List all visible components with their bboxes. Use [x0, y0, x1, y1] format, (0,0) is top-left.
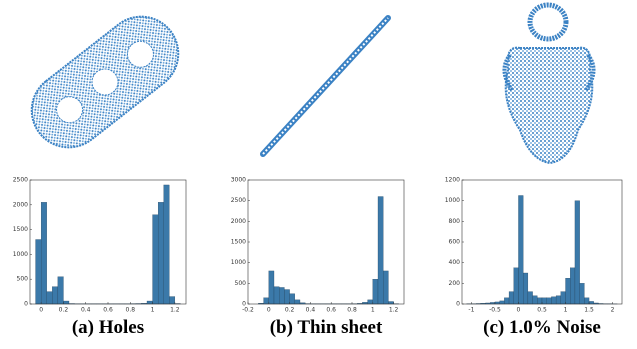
point-cloud-holes [17, 2, 193, 163]
bar [570, 268, 575, 304]
y-tick-label: 1000 [231, 259, 246, 266]
x-tick-label: 0.8 [347, 307, 357, 314]
y-tick-label: 1200 [445, 177, 460, 184]
x-tick-label: 0 [517, 307, 521, 314]
bar [537, 298, 542, 304]
bar [495, 302, 500, 304]
bar [373, 279, 378, 304]
x-tick-label: 0.8 [126, 307, 136, 314]
x-tick-label: 0.4 [306, 307, 316, 314]
bar [533, 296, 538, 304]
caption: (c) 1.0% Noise [483, 317, 601, 338]
x-tick-label: -1 [468, 307, 474, 314]
y-tick-label: 200 [449, 280, 461, 287]
x-tick-label: -0.2 [242, 307, 254, 314]
bar [580, 283, 585, 304]
bar [556, 296, 561, 304]
y-tick-label: 600 [449, 239, 461, 246]
x-tick-label: -0.5 [489, 307, 501, 314]
y-tick-label: 2000 [231, 218, 246, 225]
y-tick-label: 800 [449, 218, 461, 225]
bar [523, 273, 528, 304]
bar [589, 301, 594, 304]
bar [58, 277, 64, 304]
x-tick-label: 0.2 [285, 307, 295, 314]
x-tick-label: 0 [267, 307, 271, 314]
y-tick-label: 2500 [13, 177, 28, 184]
y-tick-label: 2500 [231, 197, 246, 204]
bar [504, 298, 509, 304]
y-tick-label: 0 [456, 301, 460, 308]
x-tick-label: 0 [39, 307, 43, 314]
bar [274, 287, 279, 304]
y-tick-label: 1500 [13, 226, 28, 233]
bar [36, 240, 42, 304]
bar [147, 301, 153, 304]
bar [528, 292, 533, 304]
bar [269, 271, 274, 304]
x-tick-label: 0.6 [103, 307, 113, 314]
bar [368, 300, 373, 304]
x-tick-label: 0.5 [537, 307, 547, 314]
bar [514, 268, 519, 304]
bar [383, 271, 388, 304]
bar [575, 201, 580, 304]
bar [378, 197, 383, 304]
y-tick-label: 1500 [231, 239, 246, 246]
x-tick-label: 1.5 [584, 307, 594, 314]
caption: (a) Holes [72, 317, 144, 338]
caption: (b) Thin sheet [270, 317, 383, 338]
y-tick-label: 500 [235, 280, 247, 287]
y-tick-label: 0 [24, 301, 28, 308]
bar [547, 298, 552, 304]
bar [52, 287, 58, 304]
axes-box [462, 180, 622, 304]
y-tick-label: 3000 [231, 177, 246, 184]
x-tick-label: 1 [564, 307, 568, 314]
bar [584, 298, 589, 304]
figure: 0500100015002000250000.20.40.60.811.2(a)… [0, 0, 637, 349]
page: 0500100015002000250000.20.40.60.811.2(a)… [0, 0, 637, 349]
y-tick-label: 2000 [13, 201, 28, 208]
bar [295, 300, 300, 304]
bar [388, 302, 393, 304]
x-tick-label: 2 [611, 307, 615, 314]
bar [509, 292, 514, 304]
bar [542, 298, 547, 304]
x-tick-label: 1.2 [389, 307, 399, 314]
y-tick-label: 1000 [445, 197, 460, 204]
bar [158, 202, 164, 304]
x-tick-label: 1 [371, 307, 375, 314]
bar [284, 290, 289, 304]
bar [279, 287, 284, 304]
y-tick-label: 1000 [13, 251, 28, 258]
bar [290, 294, 295, 304]
bar [47, 292, 53, 304]
bar [63, 301, 69, 304]
bar [41, 202, 47, 304]
bar [153, 215, 159, 304]
x-tick-label: 0.6 [326, 307, 336, 314]
y-tick-label: 500 [17, 276, 29, 283]
x-tick-label: 1.2 [170, 307, 180, 314]
point-cloud-thin-sheet [263, 18, 388, 154]
y-tick-label: 400 [449, 259, 461, 266]
x-tick-label: 1 [151, 307, 155, 314]
bar [169, 297, 175, 304]
bar [566, 278, 571, 304]
x-tick-label: 0.4 [81, 307, 91, 314]
bar [561, 292, 566, 304]
bar [518, 196, 523, 305]
bar [264, 298, 269, 304]
bar [500, 301, 505, 304]
bar [551, 297, 556, 304]
point-cloud-vase [504, 5, 593, 163]
bar [164, 185, 170, 304]
x-tick-label: 0.2 [59, 307, 69, 314]
